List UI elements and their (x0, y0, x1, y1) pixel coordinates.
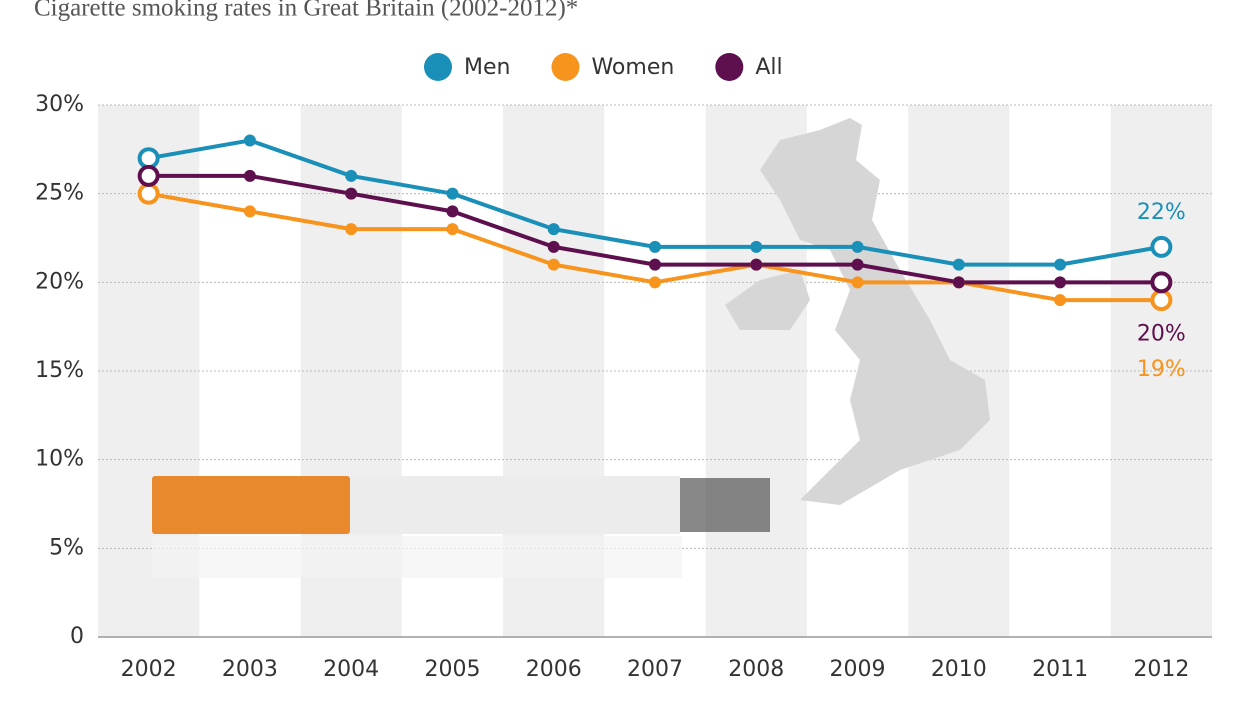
value-label: 19% (1137, 357, 1186, 382)
x-tick-label: 2002 (121, 657, 177, 682)
x-tick-label: 2010 (931, 657, 987, 682)
data-point (1054, 276, 1067, 289)
y-tick-label: 30% (35, 92, 84, 117)
y-tick-label: 15% (35, 358, 84, 383)
cigarette-paper (350, 476, 680, 534)
y-tick-label: 20% (35, 269, 84, 294)
data-point (243, 134, 256, 147)
data-point (1150, 289, 1173, 312)
legend: Men Women All (424, 53, 783, 81)
data-point (345, 169, 358, 182)
data-point (137, 147, 160, 170)
data-point (851, 240, 864, 253)
data-point (345, 187, 358, 200)
data-point (446, 223, 459, 236)
legend-swatch (424, 53, 452, 81)
data-point (137, 182, 160, 205)
cigarette-ash (680, 478, 770, 532)
data-point (1150, 235, 1173, 258)
data-point (345, 223, 358, 236)
y-tick-label: 0 (70, 624, 84, 649)
x-tick-label: 2003 (222, 657, 278, 682)
legend-swatch (551, 53, 580, 81)
data-point (649, 276, 661, 289)
data-point (952, 258, 965, 271)
x-tick-label: 2007 (627, 657, 683, 682)
value-label: 20% (1137, 321, 1186, 346)
x-tick-label: 2008 (728, 657, 784, 682)
x-tick-label: 2005 (424, 657, 480, 682)
data-point (952, 276, 965, 289)
data-point (851, 276, 864, 289)
data-point (1054, 294, 1067, 307)
legend-swatch (715, 53, 744, 81)
value-label: 22% (1137, 200, 1186, 225)
data-point (750, 258, 763, 271)
cigarette-filter (152, 476, 350, 534)
legend-label: All (755, 55, 782, 80)
cigarette-decoration (152, 476, 770, 578)
y-tick-label: 10% (35, 447, 84, 472)
x-tick-label: 2009 (830, 657, 886, 682)
x-tick-label: 2006 (526, 657, 582, 682)
y-tick-label: 5% (49, 535, 84, 560)
data-point (137, 164, 160, 187)
y-tick-label: 25% (35, 181, 84, 206)
data-point (243, 169, 256, 182)
data-point (243, 205, 256, 218)
legend-label: Women (591, 55, 674, 80)
map-shape (725, 270, 810, 330)
x-tick-label: 2004 (323, 657, 379, 682)
legend-label: Men (464, 55, 510, 80)
data-point (446, 205, 459, 218)
cigarette-reflection (152, 536, 682, 578)
data-point (851, 258, 864, 271)
x-tick-label: 2011 (1032, 657, 1088, 682)
data-point (649, 240, 661, 253)
data-point (1054, 258, 1067, 271)
data-point (649, 258, 661, 271)
map-shape (760, 118, 990, 505)
data-point (446, 187, 459, 200)
chart-title: Cigarette smoking rates in Great Britain… (34, 0, 578, 22)
data-point (750, 240, 763, 253)
data-point (547, 223, 560, 236)
data-point (1150, 271, 1173, 294)
data-point (547, 258, 560, 271)
map-decoration (725, 118, 990, 505)
data-point (547, 240, 560, 253)
x-tick-label: 2012 (1133, 657, 1189, 682)
